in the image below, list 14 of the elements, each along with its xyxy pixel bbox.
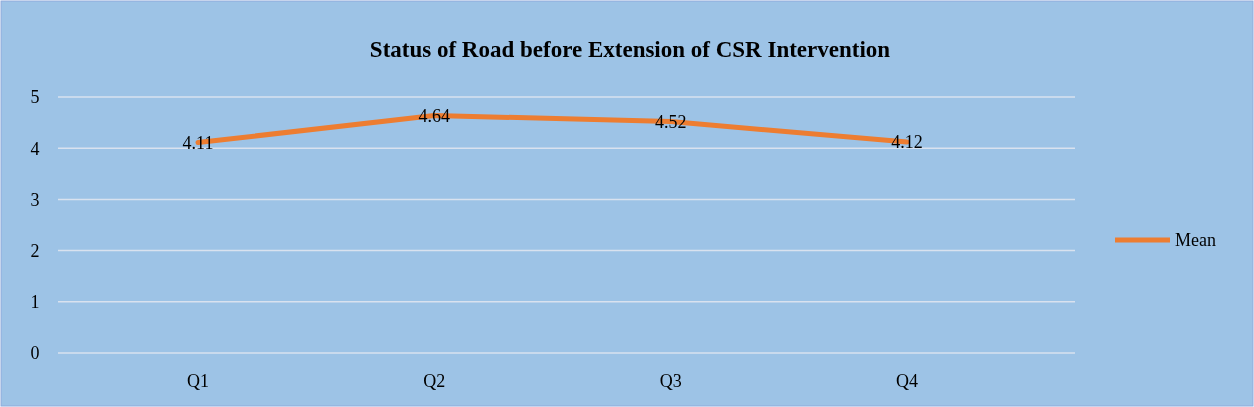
x-tick-label: Q1	[187, 371, 209, 391]
data-label: 4.11	[182, 132, 214, 153]
legend-label: Mean	[1175, 230, 1216, 251]
y-tick-label: 1	[30, 292, 40, 313]
data-label: 4.12	[891, 132, 923, 153]
y-tick-label: 3	[30, 189, 40, 210]
x-tick-label: Q4	[896, 371, 918, 391]
y-tick-label: 2	[30, 240, 40, 261]
x-tick-label: Q2	[423, 371, 446, 391]
x-tick-label: Q3	[659, 371, 682, 391]
chart-title: Status of Road before Extension of CSR Intervention	[369, 37, 891, 62]
y-tick-label: 0	[30, 343, 40, 364]
y-tick-label: 5	[30, 87, 40, 108]
y-tick-label: 4	[30, 138, 40, 159]
